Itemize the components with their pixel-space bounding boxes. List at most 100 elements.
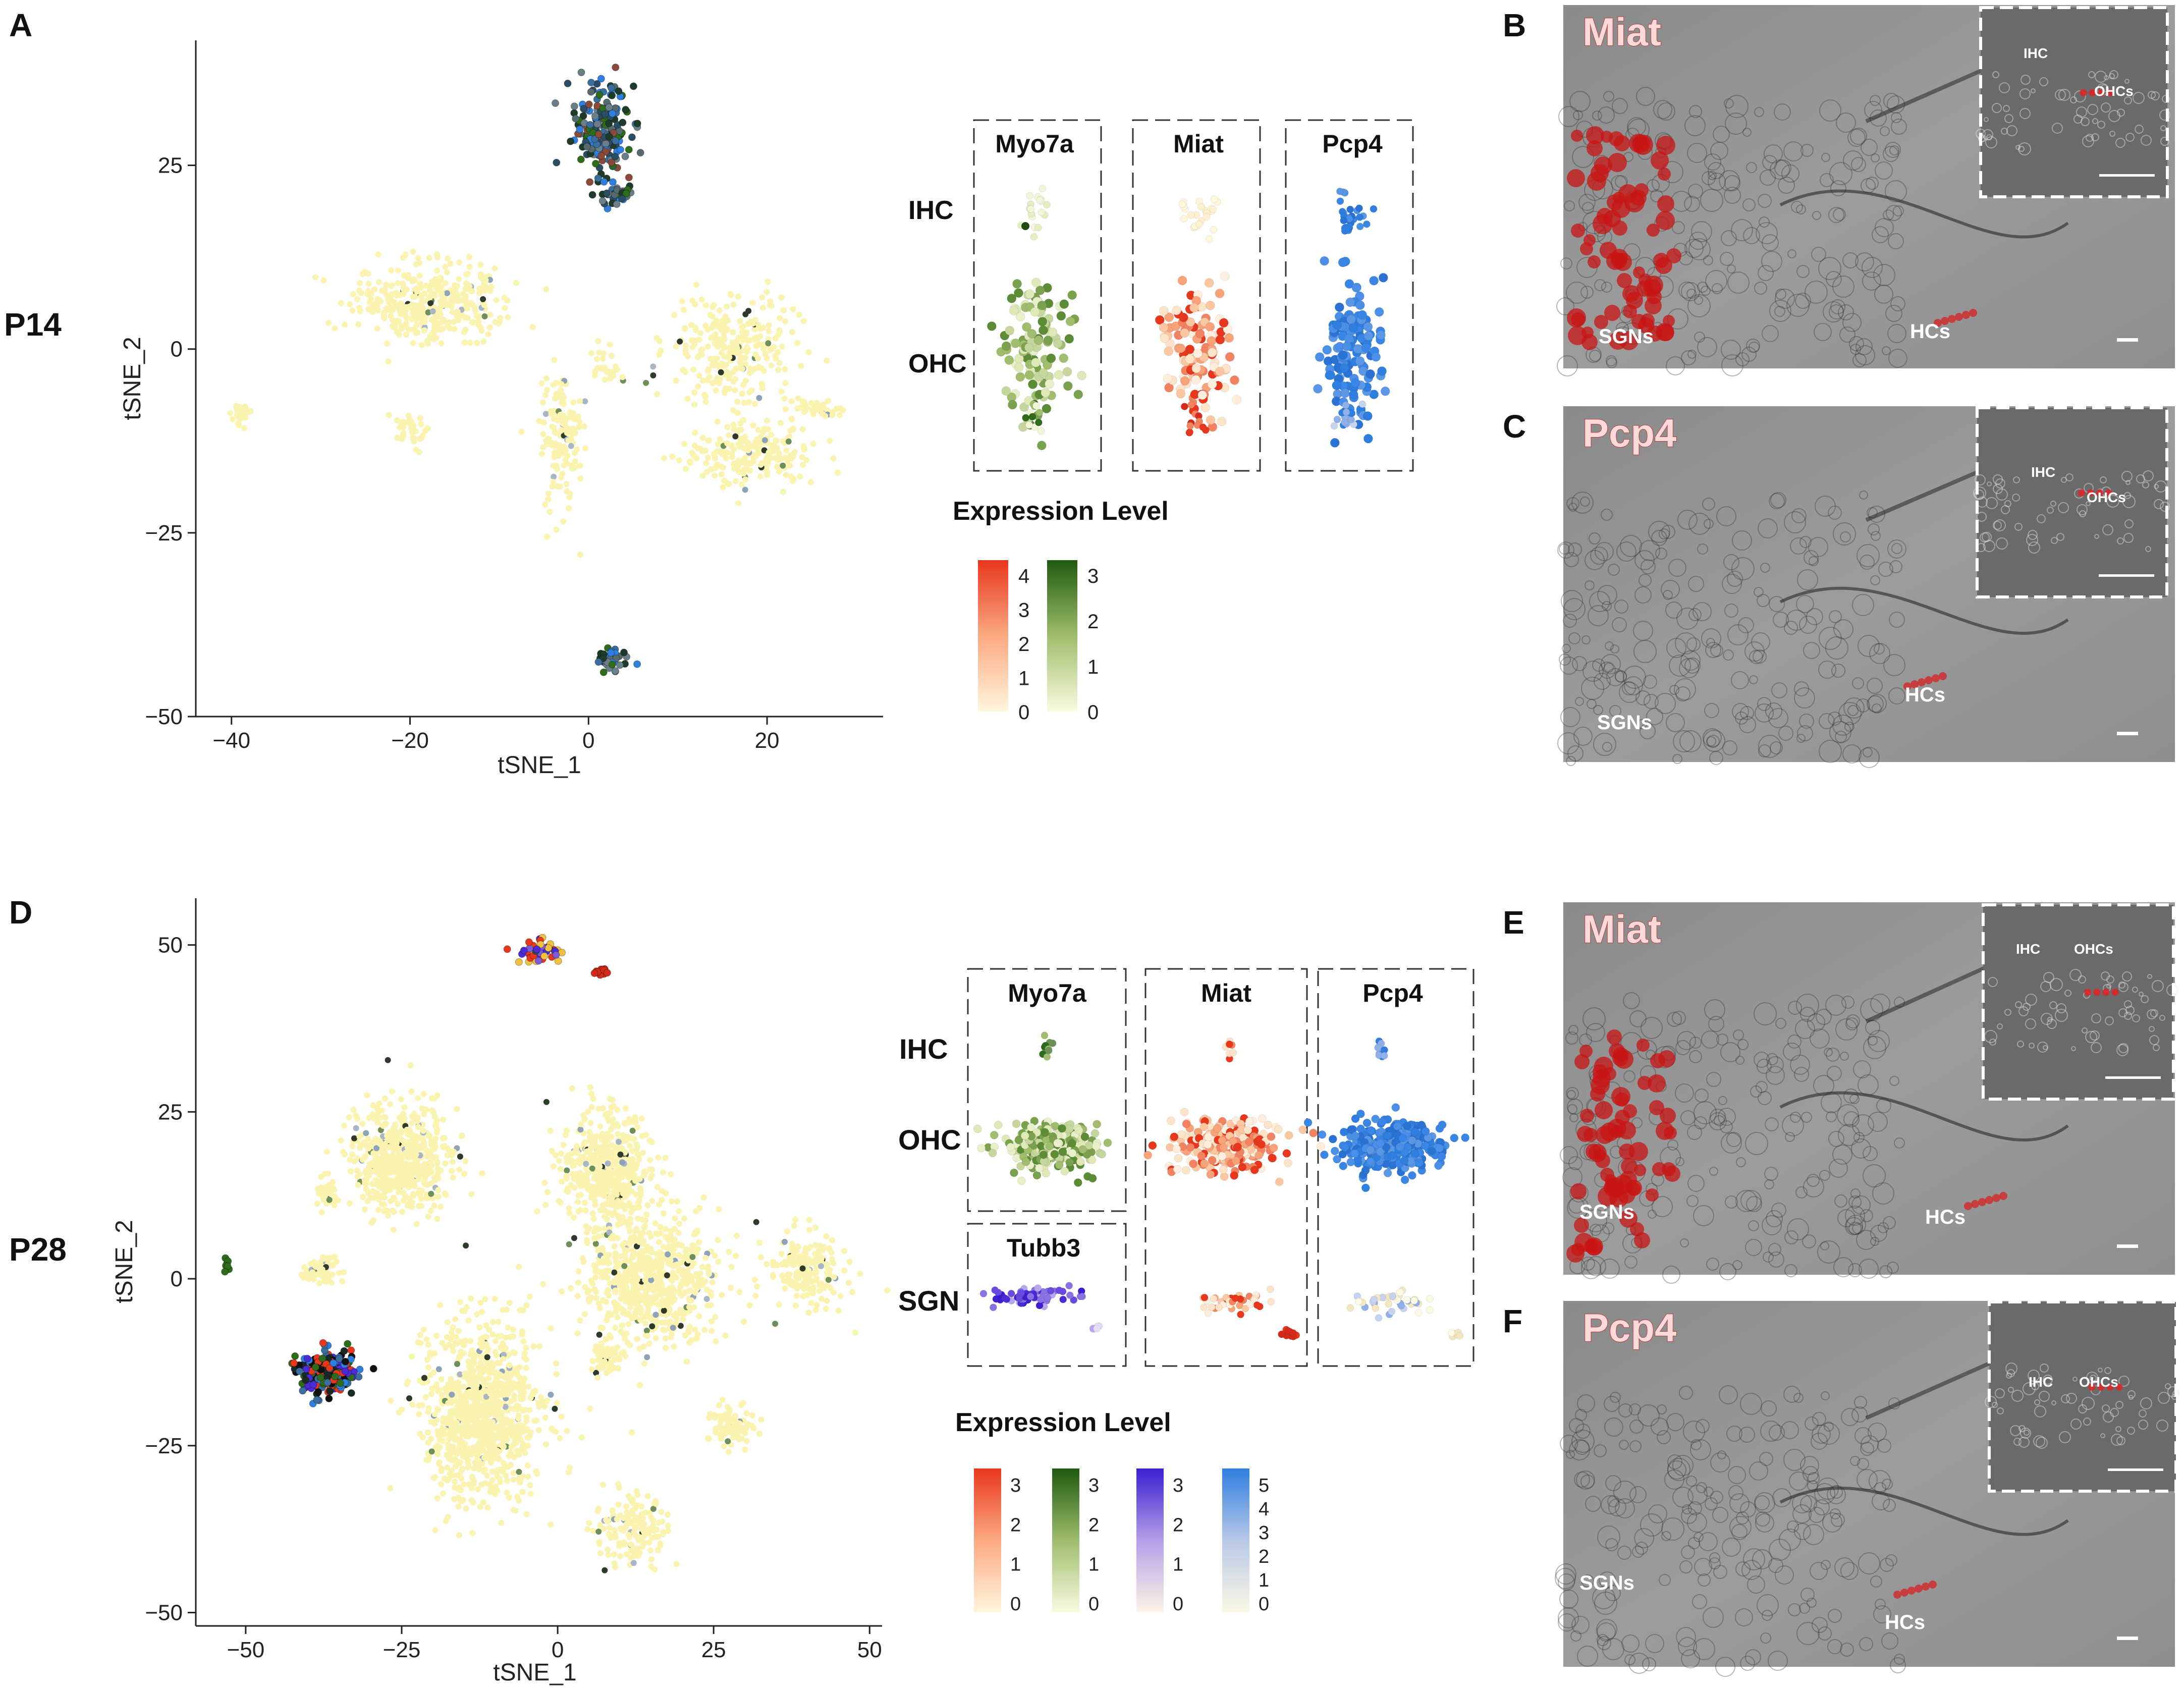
data-point: [586, 121, 594, 129]
data-point: [627, 1241, 633, 1247]
feature-point: [1191, 363, 1202, 373]
feature-point: [1064, 334, 1074, 344]
data-point: [535, 1427, 542, 1434]
data-point: [716, 336, 722, 343]
data-point: [744, 346, 750, 353]
data-point: [659, 1319, 665, 1326]
data-point: [438, 1468, 445, 1474]
data-point: [591, 1263, 597, 1269]
data-point: [552, 449, 559, 456]
data-point: [470, 1368, 477, 1375]
data-point: [477, 275, 484, 281]
data-point: [781, 395, 788, 402]
data-point: [540, 431, 547, 437]
data-point: [719, 1292, 725, 1298]
data-point: [484, 1354, 490, 1360]
data-point: [720, 464, 727, 471]
data-point: [760, 428, 766, 435]
colorbar-myo7a: [1047, 560, 1077, 712]
data-point: [643, 1327, 650, 1334]
data-point: [652, 1220, 659, 1227]
data-point: [652, 1335, 659, 1341]
feature-point: [1176, 389, 1186, 399]
data-point: [561, 450, 567, 457]
data-point: [473, 1416, 480, 1423]
data-point: [577, 1170, 583, 1176]
data-point: [566, 1241, 572, 1247]
data-point: [840, 407, 846, 413]
data-point: [455, 1328, 462, 1334]
data-point: [574, 1143, 580, 1150]
data-point: [587, 88, 595, 96]
data-point: [594, 174, 602, 182]
data-point: [432, 1527, 439, 1534]
data-point: [708, 1328, 715, 1334]
data-point: [389, 282, 395, 289]
feature-point: [1355, 300, 1365, 310]
data-point: [236, 406, 243, 413]
feature-point: [1042, 404, 1052, 414]
panel-label-a: A: [9, 7, 32, 43]
data-point: [705, 366, 712, 372]
feature-point: [1325, 370, 1335, 380]
data-point: [639, 1216, 645, 1223]
data-point: [643, 1211, 650, 1218]
data-point: [418, 292, 425, 299]
feature-point: [1027, 329, 1037, 339]
data-point: [786, 433, 793, 440]
data-point: [670, 1325, 676, 1331]
colorbar-tick-label: 2: [1087, 611, 1099, 633]
data-point: [505, 314, 511, 320]
data-point: [453, 1384, 460, 1391]
data-point: [417, 1431, 423, 1437]
data-point: [564, 1188, 570, 1194]
data-point: [735, 463, 742, 469]
gene-box-miat: [1132, 119, 1261, 472]
data-point: [742, 355, 748, 361]
data-point: [700, 1194, 707, 1201]
data-point: [237, 415, 244, 422]
data-point: [688, 1297, 695, 1303]
data-point: [780, 307, 787, 313]
data-point: [599, 1325, 606, 1331]
feature-point: [1063, 381, 1073, 391]
data-point: [478, 1344, 485, 1351]
data-point: [515, 958, 523, 966]
feature-point: [1015, 372, 1025, 382]
data-point: [391, 1179, 397, 1185]
data-point: [457, 1299, 464, 1305]
data-point: [611, 1243, 618, 1249]
data-point: [481, 313, 488, 319]
data-point: [628, 1296, 635, 1303]
data-point: [438, 340, 445, 347]
data-point: [520, 1445, 527, 1452]
data-point: [575, 1192, 582, 1199]
data-point: [423, 283, 429, 289]
feature-point: [1363, 322, 1373, 332]
data-point: [428, 1190, 434, 1197]
gene-title-myo7a: Myo7a: [995, 130, 1074, 158]
feature-point: [1180, 214, 1188, 223]
data-point: [595, 91, 604, 99]
feature-point: [1048, 328, 1058, 337]
data-point: [580, 1175, 587, 1182]
data-point: [469, 288, 475, 295]
data-point: [381, 1202, 387, 1208]
data-point: [717, 436, 723, 443]
feature-point: [1024, 343, 1034, 353]
feature-point: [1330, 422, 1338, 430]
data-point: [489, 1477, 496, 1484]
data-point: [614, 1314, 621, 1321]
feature-point: [1353, 344, 1363, 354]
data-point: [564, 1428, 570, 1434]
data-point: [730, 407, 736, 413]
data-point: [602, 140, 610, 147]
stage-label-p28: P28: [9, 1231, 67, 1268]
row-label-ihc: IHC: [908, 196, 954, 225]
data-point: [741, 400, 747, 406]
data-point: [577, 69, 585, 76]
data-point: [679, 1279, 686, 1285]
data-point: [489, 1331, 496, 1338]
data-point: [416, 1169, 422, 1175]
data-point: [425, 1439, 431, 1446]
